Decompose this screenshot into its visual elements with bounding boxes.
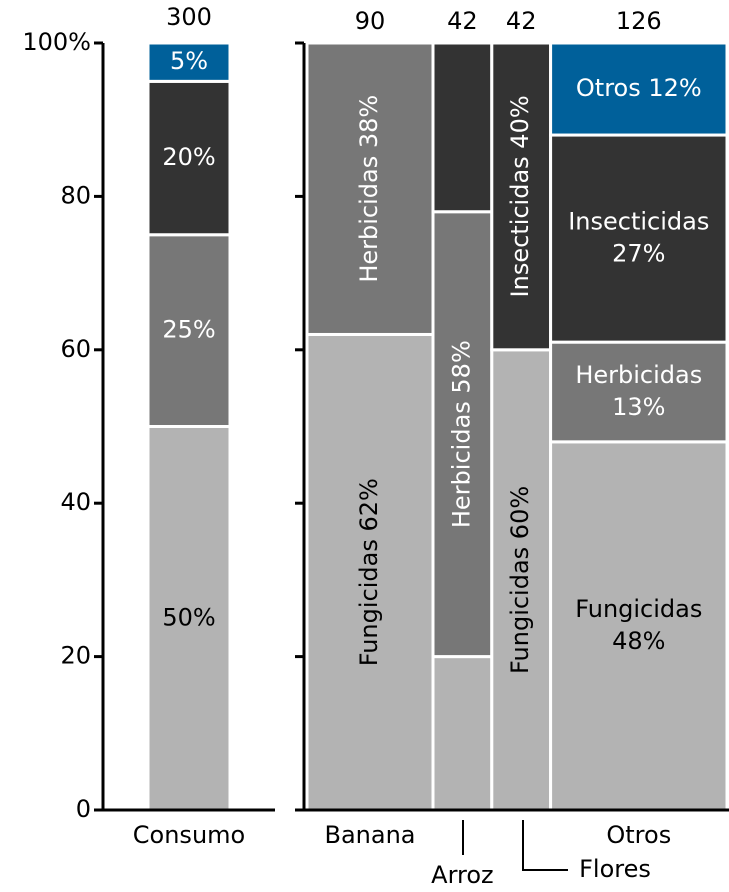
y-tick-label: 0 (76, 795, 91, 823)
data-label: Herbicidas 58% (447, 340, 475, 528)
y-tick-label: 20 (60, 642, 91, 670)
width-label: 42 (506, 7, 537, 35)
mosaic-cell (490, 41, 553, 352)
data-label: Herbicidas 13% (575, 361, 702, 421)
data-label: Fungicidas 60% (506, 486, 534, 674)
data-label: Fungicidas 62% (355, 478, 383, 666)
bar-segment (146, 233, 232, 428)
y-tick-label: 80 (60, 181, 91, 209)
mosaic-cell (305, 41, 435, 336)
data-label: 20% (162, 143, 215, 171)
y-tick-label: 40 (60, 488, 91, 516)
data-label: Herbicidas 38% (355, 95, 383, 283)
mosaic-cell (431, 655, 494, 812)
width-label: 90 (355, 7, 386, 35)
bar-segment (146, 41, 232, 83)
mosaic-cell (549, 440, 729, 812)
data-label: 50% (162, 603, 215, 631)
data-label: 25% (162, 316, 215, 344)
mosaic-cell (490, 348, 553, 812)
mosaic-cell (549, 340, 729, 444)
y-tick-label: 60 (60, 335, 91, 363)
data-label: 5% (170, 47, 208, 75)
x-tick-label: Flores (579, 855, 651, 883)
width-label: 126 (616, 7, 662, 35)
data-label: Insecticidas 27% (568, 208, 709, 268)
data-label: Fungicidas 48% (575, 595, 702, 655)
y-tick-label: 100% (22, 28, 91, 56)
width-label: 42 (447, 7, 478, 35)
mosaic-cell (549, 41, 729, 137)
mosaic-cell (549, 133, 729, 344)
x-tick-label: Otros (606, 821, 671, 849)
mosaic-cell (431, 41, 494, 214)
total-label: 300 (166, 3, 212, 31)
x-tick-label: Arroz (431, 861, 493, 888)
data-label: Insecticidas 40% (506, 95, 534, 297)
data-label: Otros 12% (576, 74, 702, 102)
leaders (462, 820, 568, 871)
leader-line (522, 820, 568, 871)
x-tick-label: Banana (324, 821, 415, 849)
x-tick-label: Consumo (133, 821, 245, 849)
